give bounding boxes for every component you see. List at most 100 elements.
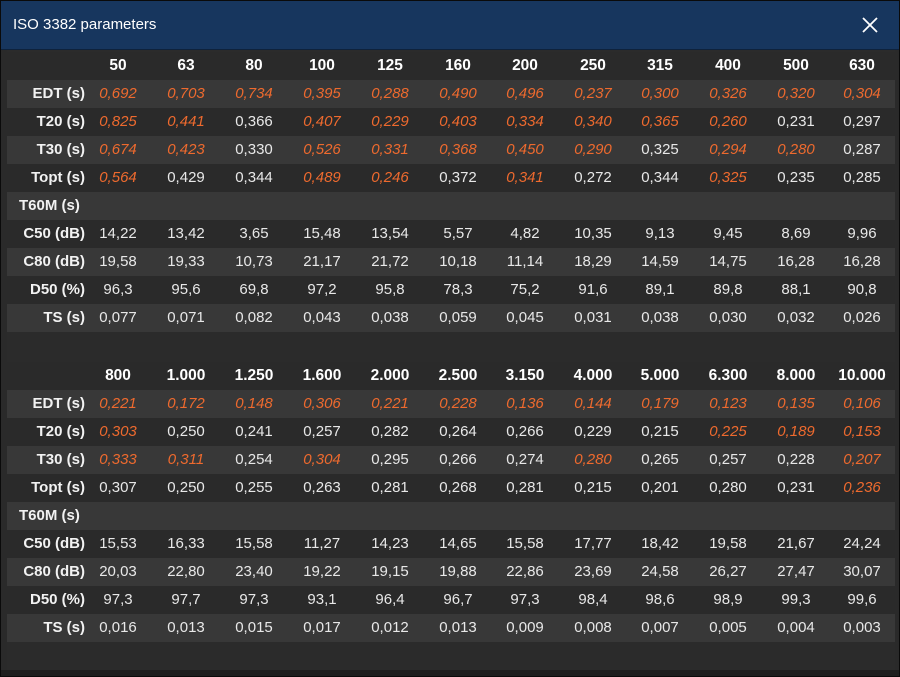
parameter-value-cell: 98,6	[645, 591, 675, 608]
parameter-value-cell: 0,153	[843, 423, 881, 440]
parameter-value-cell: 3,65	[239, 225, 269, 242]
frequency-header-cell: 2.500	[438, 367, 478, 384]
parameter-label: D50 (%)	[29, 281, 85, 298]
frequency-header-cell: 10.000	[838, 367, 886, 384]
parameter-value-cell: 0,043	[303, 309, 341, 326]
parameter-value-cell: 0,007	[641, 619, 679, 636]
parameter-value-cell: 0,225	[709, 423, 747, 440]
parameter-value-cell: 0,221	[99, 395, 137, 412]
parameter-value-cell: 0,334	[506, 113, 544, 130]
parameter-value-cell: 14,65	[439, 535, 477, 552]
parameter-value-cell: 0,306	[303, 395, 341, 412]
parameter-value-cell: 13,42	[167, 225, 205, 242]
parameter-value-cell	[425, 192, 491, 220]
parameter-value-cell: 0,285	[843, 169, 881, 186]
parameter-value-cell: 0,235	[777, 169, 815, 186]
parameter-value-cell: 0,032	[777, 309, 815, 326]
parameter-value-cell: 0,266	[506, 423, 544, 440]
parameter-value-cell: 0,294	[709, 141, 747, 158]
parameter-value-cell: 10,73	[235, 253, 273, 270]
parameter-value-cell	[289, 192, 355, 220]
parameter-value-cell: 0,031	[574, 309, 612, 326]
frequency-header-cell: 400	[715, 57, 741, 74]
parameter-label: D50 (%)	[29, 591, 85, 608]
frequency-header-cell: 3.150	[505, 367, 545, 384]
parameter-value-cell: 0,003	[843, 619, 881, 636]
parameter-value-cell: 0,407	[303, 113, 341, 130]
parameter-value-cell: 0,250	[167, 423, 205, 440]
parameter-row: C50 (dB) 14,22 13,42 3,65 15,48 13,54 5,57 4,82…	[7, 220, 895, 248]
parameter-value-cell: 98,4	[578, 591, 608, 608]
parameter-value-cell: 21,67	[777, 535, 815, 552]
parameter-value-cell: 0,290	[574, 141, 612, 158]
parameter-value-cell: 0,265	[641, 451, 679, 468]
parameter-value-cell: 11,14	[506, 253, 544, 270]
parameter-value-cell: 0,703	[167, 85, 205, 102]
parameter-value-cell: 10,18	[439, 253, 477, 270]
parameter-value-cell: 0,254	[235, 451, 273, 468]
parameter-value-cell: 15,53	[99, 535, 137, 552]
parameter-value-cell: 75,2	[510, 281, 540, 298]
parameter-value-cell: 0,148	[235, 395, 273, 412]
parameter-value-cell: 18,29	[574, 253, 612, 270]
parameter-value-cell: 4,82	[510, 225, 540, 242]
parameter-value-cell	[85, 192, 151, 220]
parameter-value-cell: 0,189	[777, 423, 815, 440]
parameter-value-cell	[221, 192, 287, 220]
parameter-value-cell: 15,58	[506, 535, 544, 552]
parameter-value-cell: 0,274	[506, 451, 544, 468]
parameter-value-cell: 0,307	[99, 479, 137, 496]
parameter-value-cell	[85, 502, 151, 530]
parameter-label: T20 (s)	[36, 113, 85, 130]
parameter-value-cell: 5,57	[443, 225, 473, 242]
parameter-value-cell: 10,35	[574, 225, 612, 242]
parameter-value-cell: 0,311	[167, 451, 205, 468]
parameter-value-cell: 0,229	[371, 113, 409, 130]
parameter-value-cell: 21,72	[371, 253, 409, 270]
parameter-value-cell: 0,123	[709, 395, 747, 412]
parameter-value-cell: 13,54	[371, 225, 409, 242]
parameter-label: T30 (s)	[36, 141, 85, 158]
parameter-value-cell: 0,136	[506, 395, 544, 412]
parameter-row: D50 (%) 96,3 95,6 69,8 97,2 95,8 78,3 75,2 91,6 8…	[7, 276, 895, 304]
frequency-header-cell: 6.300	[708, 367, 748, 384]
parameter-value-cell: 0,333	[99, 451, 137, 468]
parameter-value-cell: 0,135	[777, 395, 815, 412]
parameters-table-area: 50 63 80 100 125 160 200 250 315 400 500 630 EDT (s)…	[7, 50, 895, 670]
parameter-value-cell: 0,207	[843, 451, 881, 468]
parameter-value-cell: 18,42	[641, 535, 679, 552]
parameter-value-cell: 0,330	[235, 141, 273, 158]
parameter-value-cell: 0,450	[506, 141, 544, 158]
frequency-header-cell: 1.250	[234, 367, 274, 384]
parameter-value-cell: 0,038	[371, 309, 409, 326]
parameter-value-cell: 0,013	[167, 619, 205, 636]
parameter-value-cell: 23,40	[235, 563, 273, 580]
frequency-header-cell: 125	[377, 57, 403, 74]
window-bottom-border	[1, 670, 899, 676]
parameter-value-cell: 14,22	[99, 225, 137, 242]
parameter-value-cell: 0,281	[371, 479, 409, 496]
parameter-value-cell: 89,1	[645, 281, 675, 298]
parameter-value-cell: 14,75	[709, 253, 747, 270]
parameter-label: Topt (s)	[31, 169, 85, 186]
parameter-value-cell	[560, 502, 626, 530]
parameter-value-cell: 24,58	[641, 563, 679, 580]
close-button[interactable]	[855, 10, 885, 40]
parameter-value-cell: 19,33	[167, 253, 205, 270]
parameter-label: C80 (dB)	[23, 253, 85, 270]
parameter-value-cell: 0,564	[99, 169, 137, 186]
parameter-row: C80 (dB) 20,03 22,80 23,40 19,22 19,15 19,88 22…	[7, 558, 895, 586]
parameter-value-cell: 97,3	[510, 591, 540, 608]
parameter-label: TS (s)	[43, 619, 85, 636]
close-icon	[862, 17, 878, 33]
parameter-value-cell: 88,1	[781, 281, 811, 298]
parameter-value-cell: 0,013	[439, 619, 477, 636]
parameter-value-cell: 19,22	[303, 563, 341, 580]
parameter-value-cell: 16,28	[843, 253, 881, 270]
parameter-row: T60M (s)	[7, 502, 895, 530]
parameter-value-cell: 0,106	[843, 395, 881, 412]
parameter-value-cell: 0,038	[641, 309, 679, 326]
frequency-header-cell: 5.000	[640, 367, 680, 384]
parameter-value-cell: 0,281	[506, 479, 544, 496]
frequency-header-row: 50 63 80 100 125 160 200 250 315 400 500 630	[7, 52, 895, 80]
